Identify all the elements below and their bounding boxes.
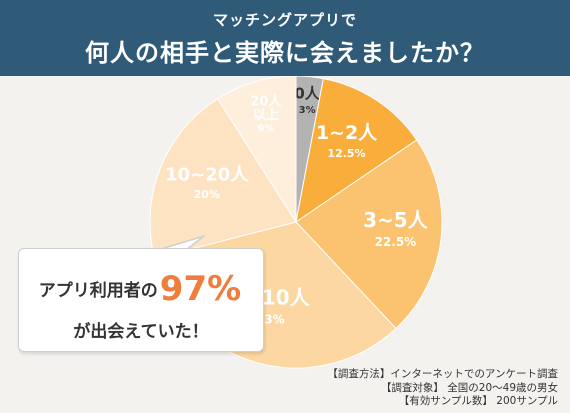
callout-line1: アプリ利用者の97% xyxy=(19,269,263,309)
pie-slice xyxy=(217,75,297,224)
slice-percent-label: 20% xyxy=(194,188,220,201)
header-title: 何人の相手と実際に会えましたか？ xyxy=(85,39,485,67)
note-target: 【調査対象】 全国の20～49歳の男女 xyxy=(380,381,558,394)
survey-notes: 【調査方法】インターネットでのアンケート調査 【調査対象】 全国の20～49歳の… xyxy=(327,368,558,409)
slice-label: 3~5人 xyxy=(363,208,429,232)
slice-percent-label: 9% xyxy=(257,123,274,134)
pie-slice xyxy=(149,98,297,259)
callout-prefix: アプリ利用者の xyxy=(38,281,158,301)
note-sample: 【有効サンプル数】 200サンプル xyxy=(398,395,558,407)
slice-percent-label: 3% xyxy=(299,105,316,116)
note-method: 【調査方法】インターネットでのアンケート調査 xyxy=(327,368,558,380)
header-banner: マッチングアプリで 何人の相手と実際に会えましたか？ xyxy=(0,0,570,76)
callout-box: アプリ利用者の97% が出会えていた！ xyxy=(18,248,264,352)
slice-label: 1~2人 xyxy=(316,122,378,144)
pie-slice xyxy=(295,78,418,224)
pie-slice xyxy=(295,139,443,330)
slice-label: 以上 xyxy=(253,108,279,123)
slice-label: 10~20人 xyxy=(165,165,249,186)
callout-percent: 97% xyxy=(159,269,242,309)
slice-percent-label: 22.5% xyxy=(375,235,417,249)
header-subtitle: マッチングアプリで xyxy=(212,11,357,29)
callout-line2: が出会えていた！ xyxy=(73,322,209,342)
slice-label: 0人 xyxy=(294,85,320,103)
slice-label: 20人 xyxy=(250,93,282,109)
slice-percent-label: 12.5% xyxy=(327,147,365,160)
